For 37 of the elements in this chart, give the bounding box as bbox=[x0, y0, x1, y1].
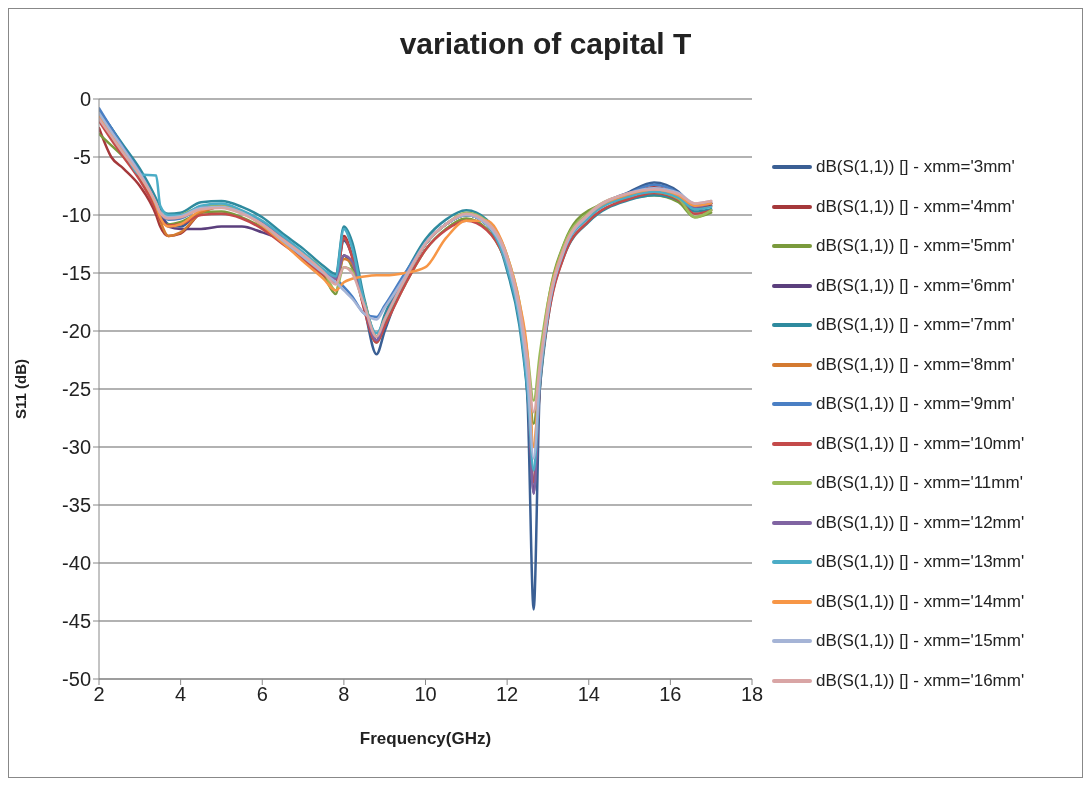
x-tick-label: 10 bbox=[414, 683, 437, 706]
legend-label: dB(S(1,1)) [] - xmm='13mm' bbox=[816, 552, 1025, 573]
legend-label: dB(S(1,1)) [] - xmm='6mm' bbox=[816, 275, 1015, 296]
y-tick-label: -10 bbox=[62, 204, 91, 227]
x-tick-label: 8 bbox=[338, 683, 350, 706]
y-tick-label: -25 bbox=[62, 378, 91, 401]
x-tick-label: 6 bbox=[256, 683, 268, 706]
x-tick-label: 12 bbox=[496, 683, 519, 706]
legend-label: dB(S(1,1)) [] - xmm='14mm' bbox=[816, 591, 1025, 612]
legend-label: dB(S(1,1)) [] - xmm='9mm' bbox=[816, 394, 1015, 415]
chart-title: variation of capital T bbox=[398, 26, 693, 62]
y-tick-label: 0 bbox=[79, 88, 91, 111]
x-tick-label: 16 bbox=[659, 683, 682, 706]
legend-label: dB(S(1,1)) [] - xmm='12mm' bbox=[816, 512, 1025, 533]
x-tick-label: 2 bbox=[93, 683, 105, 706]
y-tick-label: -35 bbox=[62, 494, 91, 517]
y-tick-label: -50 bbox=[62, 668, 91, 691]
y-axis-title: S11 (dB) bbox=[12, 358, 30, 420]
x-tick-label: 4 bbox=[175, 683, 187, 706]
legend-label: dB(S(1,1)) [] - xmm='15mm' bbox=[816, 631, 1025, 652]
y-tick-label: -5 bbox=[73, 146, 91, 169]
legend-label: dB(S(1,1)) [] - xmm='7mm' bbox=[816, 315, 1015, 336]
y-tick-label: -30 bbox=[62, 436, 91, 459]
x-tick-label: 14 bbox=[577, 683, 600, 706]
y-tick-label: -45 bbox=[62, 610, 91, 633]
legend-label: dB(S(1,1)) [] - xmm='8mm' bbox=[816, 354, 1015, 375]
legend-label: dB(S(1,1)) [] - xmm='5mm' bbox=[816, 236, 1015, 257]
y-tick-label: -40 bbox=[62, 552, 91, 575]
legend-label: dB(S(1,1)) [] - xmm='3mm' bbox=[816, 157, 1015, 178]
legend-label: dB(S(1,1)) [] - xmm='11mm' bbox=[816, 473, 1023, 494]
y-tick-label: -20 bbox=[62, 320, 91, 343]
legend-label: dB(S(1,1)) [] - xmm='16mm' bbox=[816, 670, 1025, 691]
y-tick-label: -15 bbox=[62, 262, 91, 285]
x-tick-label: 18 bbox=[740, 683, 764, 706]
legend-label: dB(S(1,1)) [] - xmm='4mm' bbox=[816, 196, 1015, 217]
legend-label: dB(S(1,1)) [] - xmm='10mm' bbox=[816, 433, 1025, 454]
x-axis-title: Frequency(GHz) bbox=[359, 729, 492, 748]
